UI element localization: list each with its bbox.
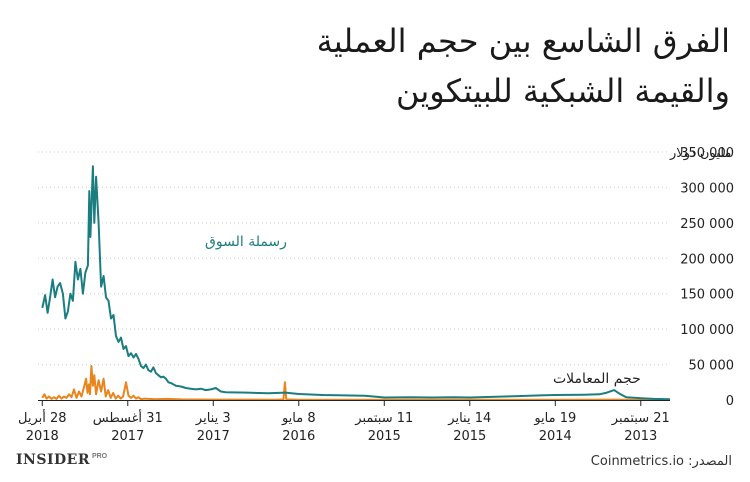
volume-label: حجم المعاملات	[553, 371, 641, 387]
grid-lines	[38, 151, 670, 366]
x-tick-year: 2018	[26, 429, 59, 444]
source-name: Coinmetrics.io	[590, 454, 685, 469]
x-tick-label: 11 سبتمبر	[354, 411, 413, 426]
y-tick-label: 250 000	[680, 217, 734, 232]
y-tick-label: 50 000	[689, 359, 735, 374]
x-tick-label: 31 أغسطس	[93, 409, 163, 426]
y-tick-label: 150 000	[680, 288, 734, 303]
y-axis-ticks: 0 50 000 100 000 150 000 200 000 250 000 300 0…	[669, 146, 734, 409]
y-tick-label: 0	[726, 394, 734, 409]
x-tick-year: 2014	[539, 429, 572, 444]
title-line-1: الفرق الشاسع بين حجم العملية	[316, 22, 730, 60]
x-tick-year: 2015	[368, 429, 401, 444]
y-unit-label: مليون دولار	[669, 146, 731, 161]
x-tick-label: 14 يناير	[447, 411, 491, 426]
x-tick-year: 2017	[111, 429, 144, 444]
title-line-2: والقيمة الشبكية للبيتكوين	[395, 72, 730, 110]
source-note: المصدر: Coinmetrics.io	[591, 454, 732, 469]
x-tick-year: 2017	[197, 429, 230, 444]
insider-pro-logo: INSIDER PRO	[16, 452, 107, 468]
brand-super: PRO	[91, 453, 108, 460]
x-axis-ticks: 28 أبريل 2018 31 أغسطس 2017 3 يناير 2017 8 ماي…	[18, 400, 670, 444]
x-tick-label: 21 سبتمبر	[611, 411, 670, 426]
y-tick-label: 350 000	[680, 146, 734, 161]
volume-series-line	[41, 365, 670, 401]
chart-title: الفرق الشاسع بين حجم العملية والقيمة الش…	[170, 16, 730, 116]
y-tick-label: 200 000	[680, 252, 734, 267]
market-cap-series-line	[41, 165, 671, 401]
x-tick-label: 19 مايو	[533, 411, 576, 426]
y-tick-label: 300 000	[680, 181, 734, 196]
market-cap-label: رسملة السوق	[205, 234, 287, 250]
y-tick-label: 100 000	[680, 323, 734, 338]
x-tick-label: 28 أبريل	[18, 409, 67, 426]
source-label: المصدر:	[688, 454, 732, 469]
x-tick-year: 2015	[453, 429, 486, 444]
x-tick-year: 2016	[282, 429, 315, 444]
brand-name: INSIDER	[16, 452, 90, 468]
x-tick-label: 8 مايو	[281, 411, 316, 426]
x-tick-label: 3 يناير	[195, 411, 231, 426]
x-tick-year: 2013	[624, 429, 657, 444]
annotations: رسملة السوق حجم المعاملات	[205, 234, 641, 387]
series-layer	[41, 165, 671, 401]
